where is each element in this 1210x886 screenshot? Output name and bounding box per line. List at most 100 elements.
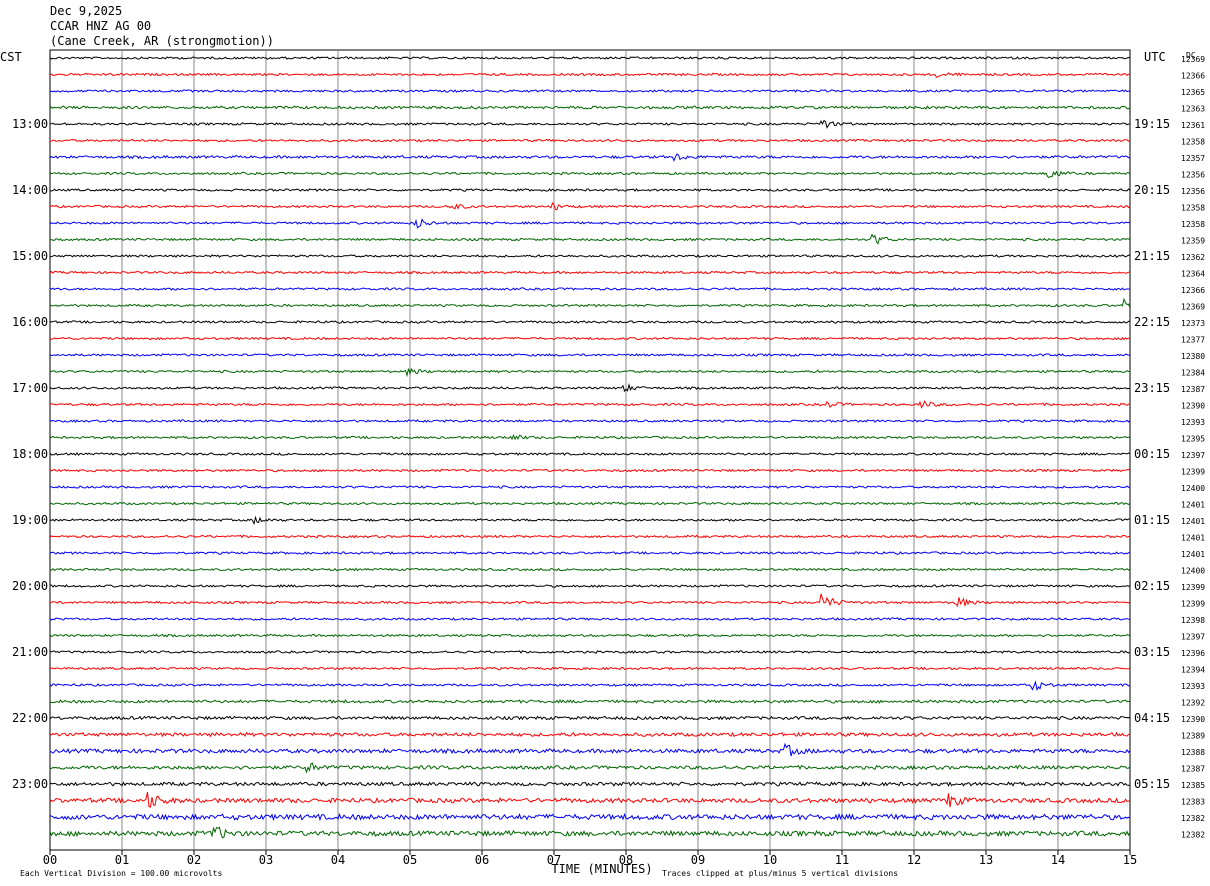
seismic-trace: [49, 633, 1131, 638]
seismic-trace: [49, 534, 1131, 539]
seismic-trace: [49, 781, 1131, 787]
cst-hour-label: 19:00: [12, 513, 48, 527]
dc-offset-label: 12399: [1181, 583, 1205, 592]
x-tick-label: 13: [979, 853, 993, 867]
dc-offset-label: 12401: [1181, 550, 1205, 559]
seismic-trace: [49, 812, 1131, 822]
cst-axis-title: CST: [0, 50, 22, 64]
chart-location: (Cane Creek, AR (strongmotion)): [50, 34, 274, 48]
seismic-trace: [49, 584, 1131, 588]
x-tick-label: 03: [259, 853, 273, 867]
seismic-trace: [49, 742, 1131, 757]
seismic-trace: [49, 551, 1131, 555]
dc-offset-label: 12382: [1181, 814, 1205, 823]
cst-hour-label: 17:00: [12, 381, 48, 395]
seismic-trace: [49, 170, 1131, 179]
x-tick-label: 05: [403, 853, 417, 867]
dc-offset-label: 12387: [1181, 385, 1205, 394]
seismic-trace: [49, 515, 1131, 526]
seismic-trace: [49, 270, 1131, 275]
dc-offset-label: 12398: [1181, 616, 1205, 625]
seismic-trace: [49, 218, 1131, 229]
dc-offset-label: 12389: [1181, 732, 1205, 741]
dc-offset-label: 12358: [1181, 220, 1205, 229]
dc-offset-label: 12401: [1181, 501, 1205, 510]
seismic-trace: [49, 419, 1131, 423]
dc-offset-label: 12369: [1181, 55, 1205, 64]
dc-offset-label: 12358: [1181, 138, 1205, 147]
seismic-trace: [50, 593, 1131, 608]
cst-hour-label: 15:00: [12, 249, 48, 263]
utc-hour-label: 00:15: [1134, 447, 1170, 461]
seismic-trace: [49, 826, 1131, 839]
dc-offset-label: 12393: [1181, 418, 1205, 427]
utc-hour-label: 23:15: [1134, 381, 1170, 395]
dc-offset-label: 12401: [1181, 534, 1205, 543]
dc-offset-label: 12393: [1181, 682, 1205, 691]
dc-offset-label: 12382: [1181, 831, 1205, 840]
dc-offset-label: 12387: [1181, 765, 1205, 774]
seismic-trace: [49, 153, 1131, 162]
seismic-trace: [49, 485, 1131, 489]
seismic-trace: [49, 254, 1131, 258]
seismic-trace: [49, 233, 1131, 245]
dc-offset-label: 12394: [1181, 666, 1205, 675]
dc-offset-label: 12357: [1181, 154, 1205, 163]
seismic-trace: [49, 400, 1131, 409]
cst-hour-label: 14:00: [12, 183, 48, 197]
x-tick-label: 09: [691, 853, 705, 867]
x-tick-label: 07: [547, 853, 561, 867]
utc-hour-label: 19:15: [1134, 117, 1170, 131]
utc-hour-label: 03:15: [1134, 645, 1170, 659]
dc-offset-label: 12384: [1181, 369, 1205, 378]
x-tick-label: 12: [907, 853, 921, 867]
seismic-trace: [49, 287, 1131, 291]
dc-offset-label: 12365: [1181, 88, 1205, 97]
dc-offset-label: 12388: [1181, 748, 1205, 757]
dc-offset-label: 12380: [1181, 352, 1205, 361]
scale-note: Each Vertical Division = 100.00 microvol…: [20, 869, 222, 878]
x-tick-label: 04: [331, 853, 345, 867]
dc-offset-label: 12364: [1181, 270, 1205, 279]
dc-offset-label: 12359: [1181, 237, 1205, 246]
dc-offset-label: 12366: [1181, 72, 1205, 81]
chart-station: CCAR HNZ AG 00: [50, 19, 152, 33]
seismic-trace: [49, 138, 1131, 143]
cst-hour-label: 22:00: [12, 711, 48, 725]
plot-frame: [49, 49, 1131, 851]
dc-offset-label: 12395: [1181, 435, 1205, 444]
x-tick-label: 10: [763, 853, 777, 867]
dc-offset-label: 12397: [1181, 451, 1205, 460]
cst-hour-label: 18:00: [12, 447, 48, 461]
seismic-trace: [49, 105, 1131, 110]
x-tick-label: 06: [475, 853, 489, 867]
seismic-trace: [49, 501, 1131, 506]
dc-offset-label: 12390: [1181, 715, 1205, 724]
utc-hour-label: 20:15: [1134, 183, 1170, 197]
seismic-trace: [49, 666, 1131, 671]
dc-offset-label: 12396: [1181, 649, 1205, 658]
seismic-trace: [49, 699, 1131, 704]
utc-hour-label: 04:15: [1134, 711, 1170, 725]
dc-offset-label: 12358: [1181, 204, 1205, 213]
seismic-trace: [49, 320, 1131, 324]
seismic-trace: [49, 89, 1131, 93]
x-tick-label: 01: [115, 853, 129, 867]
dc-offset-label: 12356: [1181, 171, 1205, 180]
cst-hour-label: 13:00: [12, 117, 48, 131]
seismic-trace: [49, 336, 1130, 341]
utc-hour-label: 02:15: [1134, 579, 1170, 593]
x-tick-label: 14: [1051, 853, 1065, 867]
cst-hour-label: 23:00: [12, 777, 48, 791]
dc-offset-label: 12361: [1181, 121, 1205, 130]
cst-hour-label: 21:00: [12, 645, 48, 659]
x-tick-label: 15: [1123, 853, 1137, 867]
seismic-trace: [49, 715, 1131, 721]
dc-offset-label: 12366: [1181, 286, 1205, 295]
seismic-trace: [49, 452, 1131, 456]
seismic-trace: [49, 72, 1130, 78]
clip-note: Traces clipped at plus/minus 5 vertical …: [662, 869, 898, 878]
seismic-trace: [49, 762, 1131, 774]
dc-offset-label: 12383: [1181, 798, 1205, 807]
